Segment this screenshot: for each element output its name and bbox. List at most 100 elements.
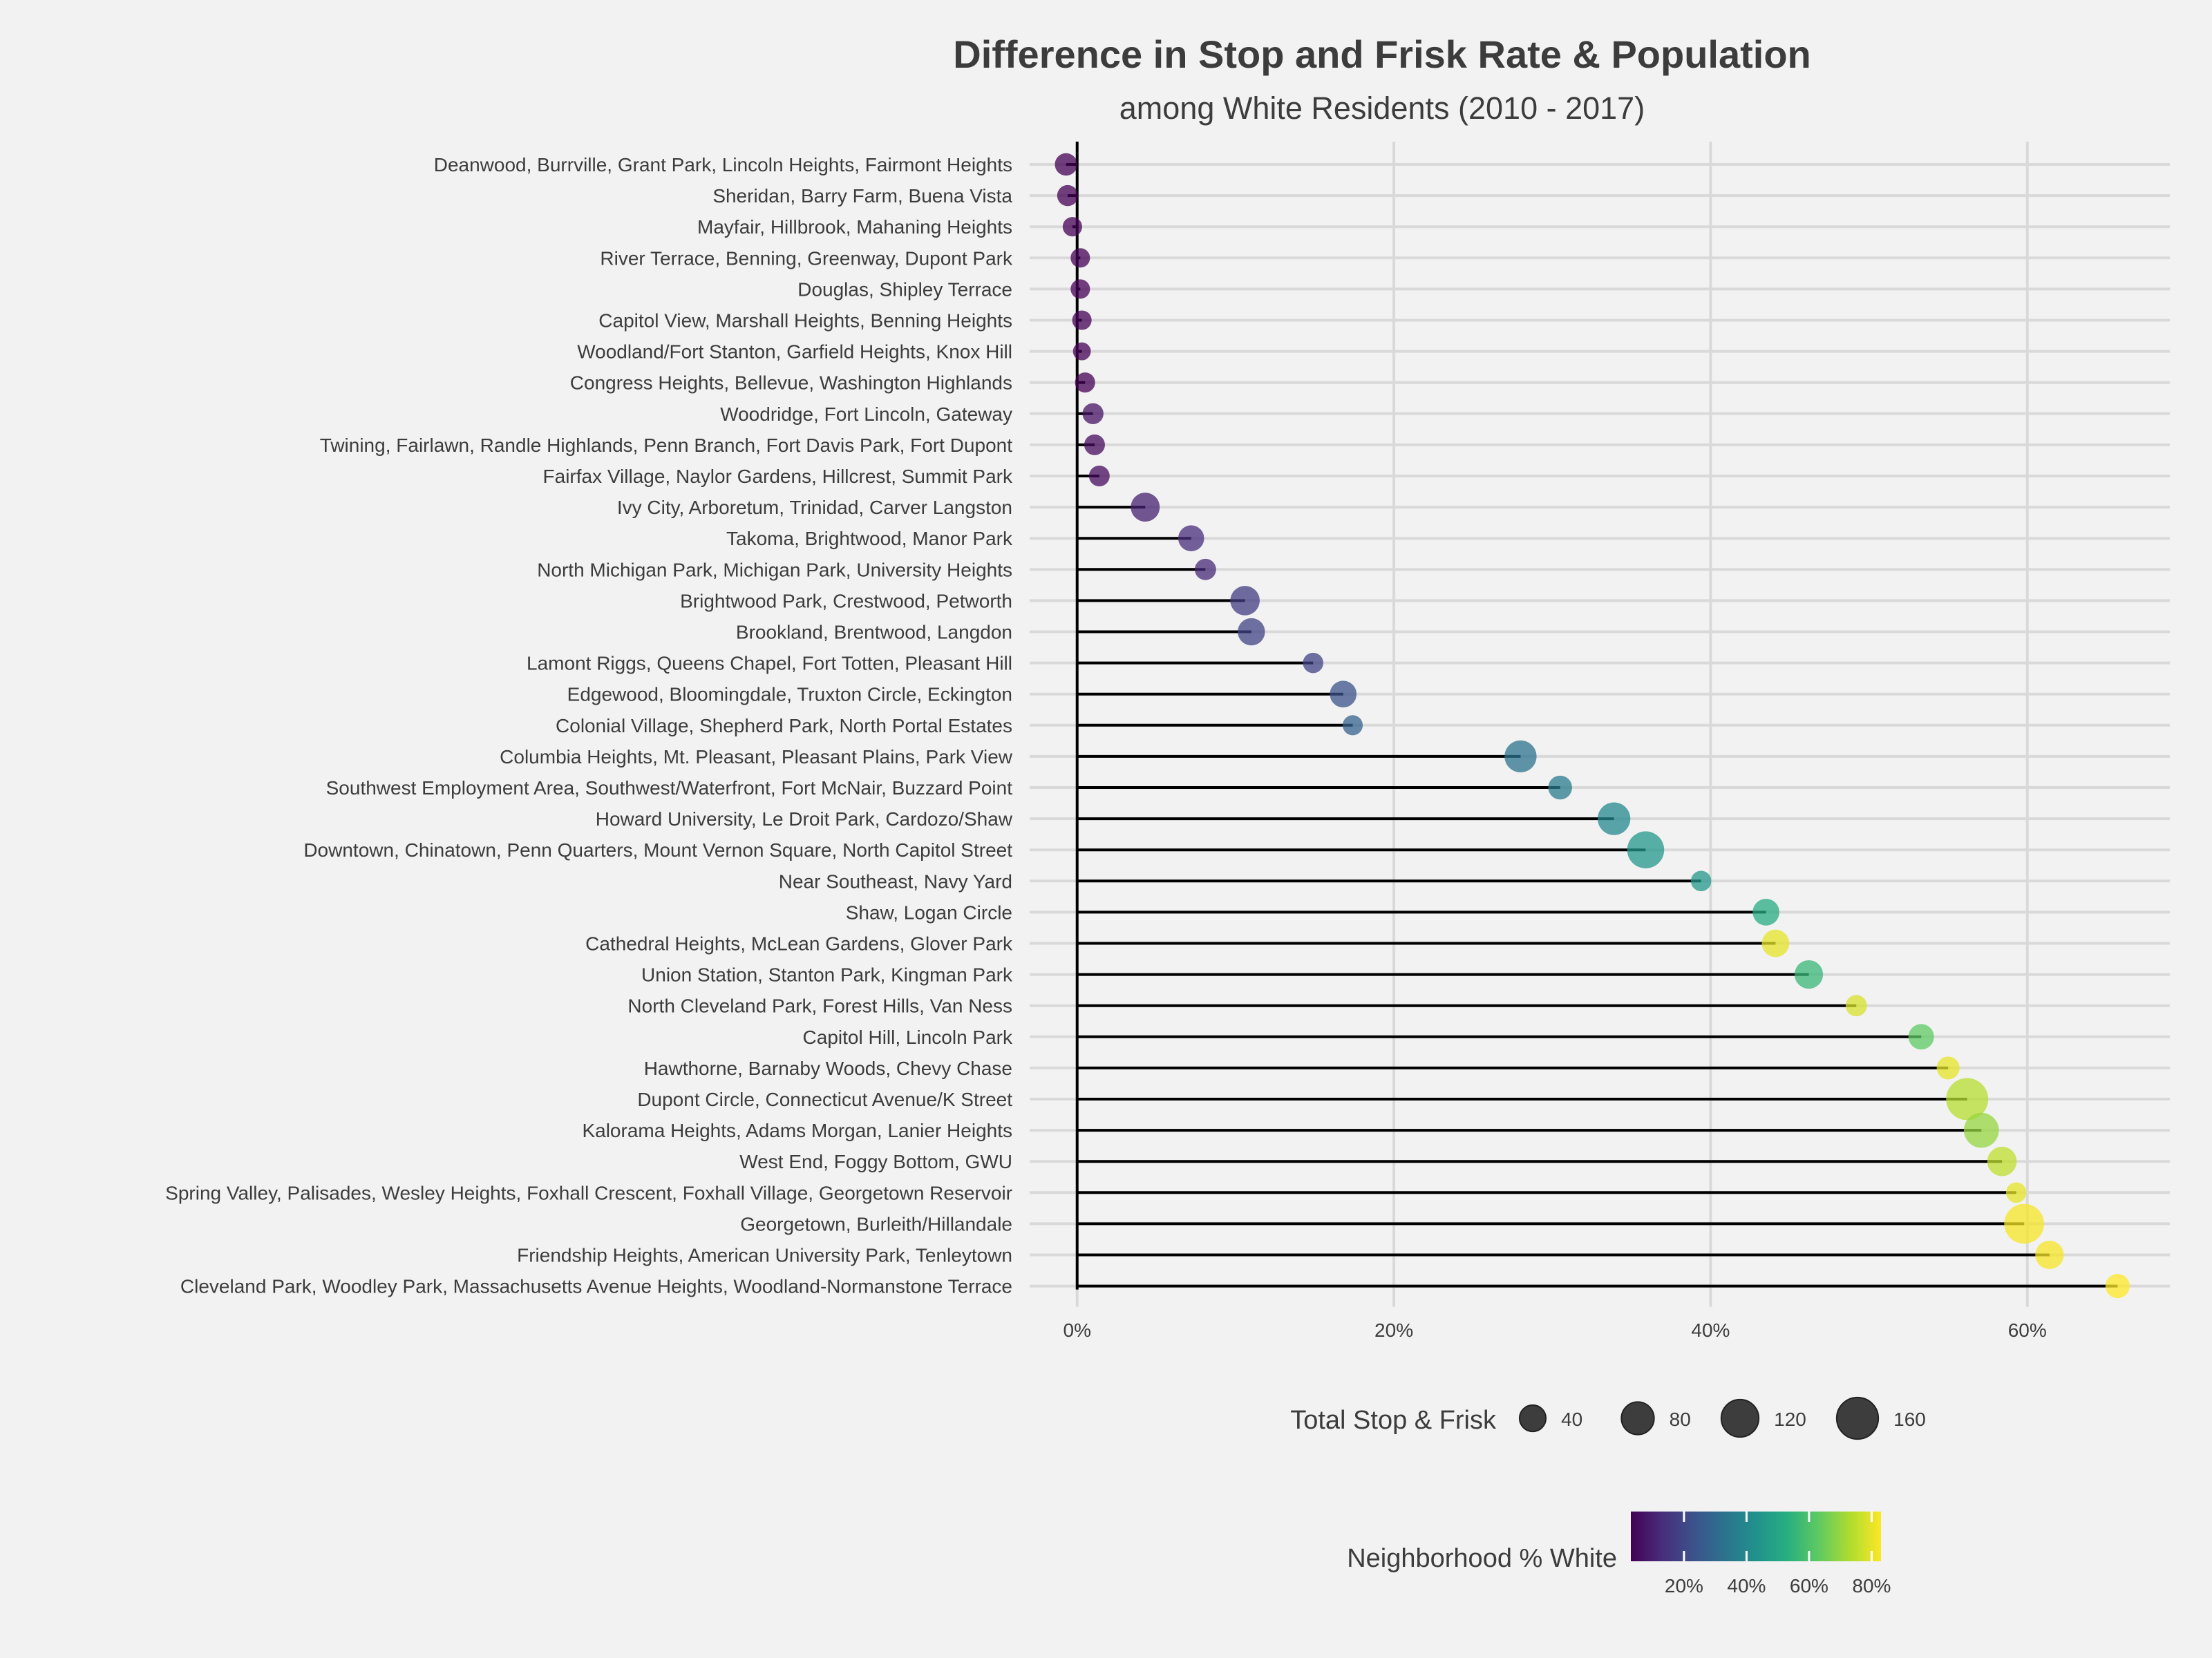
- lollipop-dot: [1987, 1146, 2017, 1176]
- y-axis-label: Downtown, Chinatown, Penn Quarters, Moun…: [303, 839, 1012, 861]
- y-axis-label: Woodridge, Fort Lincoln, Gateway: [720, 403, 1012, 425]
- lollipop-dot: [1072, 310, 1092, 330]
- lollipop-dot: [1230, 586, 1260, 616]
- y-axis-label: Shaw, Logan Circle: [846, 902, 1012, 923]
- lollipop-dot: [2004, 1203, 2045, 1244]
- lollipop-dot: [1062, 217, 1082, 237]
- color-legend-label: 80%: [1852, 1575, 1891, 1597]
- lollipop-dot: [2105, 1274, 2130, 1299]
- y-axis-label: Fairfax Village, Naylor Gardens, Hillcre…: [543, 466, 1013, 487]
- lollipop-dot: [1178, 525, 1204, 551]
- y-axis-label: Congress Heights, Bellevue, Washington H…: [570, 372, 1012, 394]
- lollipop-dot: [1504, 740, 1537, 773]
- lollipop-dot: [1075, 372, 1095, 393]
- y-axis-label: Dupont Circle, Connecticut Avenue/K Stre…: [637, 1089, 1012, 1110]
- lollipop-dot: [1070, 248, 1090, 268]
- lollipop-dot: [1690, 870, 1712, 892]
- chart-title: Difference in Stop and Frisk Rate & Popu…: [953, 32, 1811, 76]
- lollipop-dot: [1084, 434, 1105, 455]
- lollipop-dot: [1330, 680, 1357, 708]
- lollipop-dot: [1936, 1056, 1960, 1080]
- color-legend: Neighborhood % White 20% 40% 60% 80%: [1347, 1512, 1891, 1597]
- lollipop-dot: [1055, 153, 1077, 176]
- color-legend-label: 60%: [1790, 1575, 1828, 1597]
- lollipop-dot: [1342, 715, 1363, 736]
- lollipop-dot: [1238, 618, 1265, 646]
- lollipop-dot: [1194, 558, 1216, 580]
- size-legend: Total Stop & Frisk 40 80 120 160: [1290, 1396, 1926, 1440]
- y-axis-label: Columbia Heights, Mt. Pleasant, Pleasant…: [500, 746, 1013, 768]
- y-axis-label: Ivy City, Arboretum, Trinidad, Carver La…: [617, 497, 1012, 518]
- y-axis-labels: Deanwood, Burrville, Grant Park, Lincoln…: [165, 154, 1013, 1297]
- y-axis-label: Cleveland Park, Woodley Park, Massachuse…: [180, 1276, 1012, 1297]
- color-legend-bar: [1631, 1512, 1881, 1561]
- size-legend-title: Total Stop & Frisk: [1290, 1406, 1497, 1435]
- size-legend-label: 40: [1561, 1409, 1582, 1430]
- y-axis-label: Georgetown, Burleith/Hillandale: [740, 1213, 1012, 1235]
- y-axis-label: Brookland, Brentwood, Langdon: [736, 622, 1012, 643]
- lollipop-dots: [1055, 153, 2130, 1299]
- y-axis-label: Southwest Employment Area, Southwest/Wat…: [326, 777, 1013, 799]
- y-axis-label: Lamont Riggs, Queens Chapel, Fort Totten…: [527, 653, 1012, 674]
- x-tick-label: 60%: [2008, 1319, 2047, 1341]
- lollipop-stems: [1066, 163, 2118, 1288]
- y-axis-label: Friendship Heights, American University …: [517, 1245, 1012, 1266]
- lollipop-dot: [1057, 184, 1079, 207]
- y-axis-label: Union Station, Stanton Park, Kingman Par…: [641, 964, 1013, 986]
- y-axis-label: Kalorama Heights, Adams Morgan, Lanier H…: [582, 1120, 1012, 1141]
- size-legend-label: 120: [1774, 1409, 1806, 1430]
- lollipop-dot: [1946, 1078, 1989, 1121]
- lollipop-dot: [2035, 1240, 2064, 1270]
- x-tick-label: 20%: [1374, 1319, 1413, 1341]
- y-axis-label: North Michigan Park, Michigan Park, Univ…: [537, 559, 1012, 580]
- y-axis-label: Spring Valley, Palisades, Wesley Heights…: [165, 1182, 1012, 1203]
- y-axis-label: Takoma, Brightwood, Manor Park: [726, 528, 1013, 549]
- x-tick-label: 40%: [1691, 1319, 1730, 1341]
- lollipop-dot: [1627, 831, 1665, 868]
- y-axis-label: Cathedral Heights, McLean Gardens, Glove…: [585, 933, 1013, 955]
- lollipop-dot: [1082, 403, 1104, 425]
- lollipop-dot: [1303, 652, 1323, 674]
- y-axis-label: Hawthorne, Barnaby Woods, Chevy Chase: [644, 1058, 1012, 1079]
- size-legend-swatch: [1720, 1398, 1760, 1438]
- y-axis-label: Woodland/Fort Stanton, Garfield Heights,…: [577, 341, 1012, 363]
- y-axis-label: North Cleveland Park, Forest Hills, Van …: [627, 995, 1012, 1017]
- y-axis-label: Near Southeast, Navy Yard: [779, 870, 1012, 892]
- y-axis-label: Edgewood, Bloomingdale, Truxton Circle, …: [567, 684, 1012, 705]
- size-legend-swatch: [1620, 1401, 1655, 1436]
- y-axis-label: Capitol Hill, Lincoln Park: [803, 1027, 1013, 1048]
- size-legend-swatch: [1518, 1404, 1547, 1433]
- lollipop-dot: [2005, 1182, 2027, 1203]
- lollipop-dot: [1963, 1112, 1999, 1148]
- chart-subtitle: among White Residents (2010 - 2017): [1119, 90, 1645, 126]
- lollipop-dot: [1131, 493, 1160, 522]
- lollipop-dot: [1548, 775, 1572, 800]
- lollipop-dot: [1088, 466, 1110, 486]
- color-legend-label: 40%: [1727, 1575, 1766, 1597]
- size-legend-label: 80: [1670, 1409, 1691, 1430]
- y-axis-label: Capitol View, Marshall Heights, Benning …: [598, 310, 1012, 332]
- y-axis-label: Sheridan, Barry Farm, Buena Vista: [712, 185, 1012, 207]
- lollipop-dot: [1072, 342, 1091, 361]
- lollipop-dot: [1794, 960, 1824, 989]
- color-legend-label: 20%: [1665, 1575, 1703, 1597]
- y-axis-label: Twining, Fairlawn, Randle Highlands, Pen…: [320, 435, 1012, 456]
- lollipop-dot: [1908, 1024, 1934, 1050]
- y-axis-label: Douglas, Shipley Terrace: [797, 278, 1012, 300]
- y-axis-label: Howard University, Le Droit Park, Cardoz…: [596, 808, 1013, 830]
- lollipop-dot: [1845, 995, 1867, 1017]
- y-axis-label: Mayfair, Hillbrook, Mahaning Heights: [697, 216, 1012, 238]
- lollipop-dot: [1597, 802, 1631, 835]
- x-tick-label: 0%: [1064, 1319, 1091, 1341]
- size-legend-label: 160: [1893, 1409, 1926, 1430]
- lollipop-dot: [1070, 279, 1090, 299]
- y-axis-label: Brightwood Park, Crestwood, Petworth: [680, 590, 1012, 611]
- y-axis-label: River Terrace, Benning, Greenway, Dupont…: [600, 247, 1013, 269]
- x-axis-ticks: 0% 20% 40% 60%: [1064, 1319, 2047, 1341]
- y-axis-label: West End, Foggy Bottom, GWU: [739, 1151, 1012, 1172]
- color-legend-title: Neighborhood % White: [1347, 1544, 1617, 1573]
- size-legend-swatch: [1835, 1396, 1880, 1440]
- lollipop-dot: [1761, 929, 1790, 957]
- y-axis-label: Deanwood, Burrville, Grant Park, Lincoln…: [434, 154, 1012, 175]
